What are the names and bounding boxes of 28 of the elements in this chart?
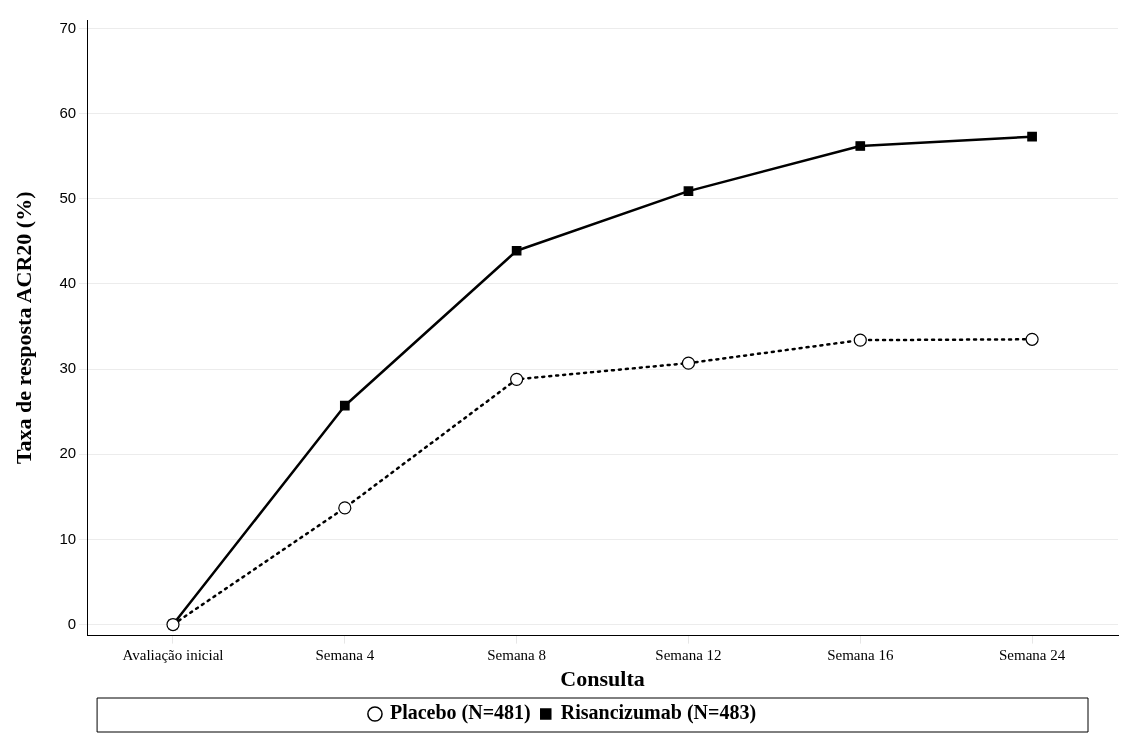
x-tick-label: Semana 12 bbox=[655, 646, 722, 663]
point bbox=[339, 400, 350, 411]
point bbox=[681, 356, 696, 370]
point bbox=[853, 333, 867, 347]
x-tick-label: Avaliação inicial bbox=[122, 646, 224, 663]
y-tick-label: 70 bbox=[59, 18, 77, 36]
x-tick-label: Semana 4 bbox=[315, 646, 375, 663]
y-tick-label: 40 bbox=[59, 274, 77, 292]
point bbox=[511, 245, 522, 256]
x-tick-label: Semana 8 bbox=[487, 646, 546, 663]
point bbox=[1025, 332, 1039, 346]
point bbox=[338, 501, 352, 515]
x-tick-label: Semana 16 bbox=[827, 646, 894, 663]
x-axis-title: Consulta bbox=[560, 666, 645, 692]
y-tick-label: 30 bbox=[59, 359, 77, 377]
legend-label: Placebo (N=481) bbox=[389, 701, 531, 725]
y-axis-title: Taxa de resposta ACR20 (%) bbox=[10, 191, 36, 465]
point bbox=[855, 141, 866, 151]
y-tick-label: 20 bbox=[59, 444, 77, 462]
y-tick-label: 50 bbox=[59, 188, 77, 206]
point bbox=[510, 372, 524, 386]
y-tick-label: 10 bbox=[59, 529, 77, 547]
y-tick-label: 0 bbox=[67, 614, 77, 632]
x-tick-label: Semana 24 bbox=[998, 646, 1066, 663]
point bbox=[683, 186, 694, 196]
y-tick-label: 60 bbox=[59, 103, 77, 121]
point bbox=[1027, 131, 1037, 142]
legend-label: Risancizumab (N=483) bbox=[560, 701, 757, 725]
